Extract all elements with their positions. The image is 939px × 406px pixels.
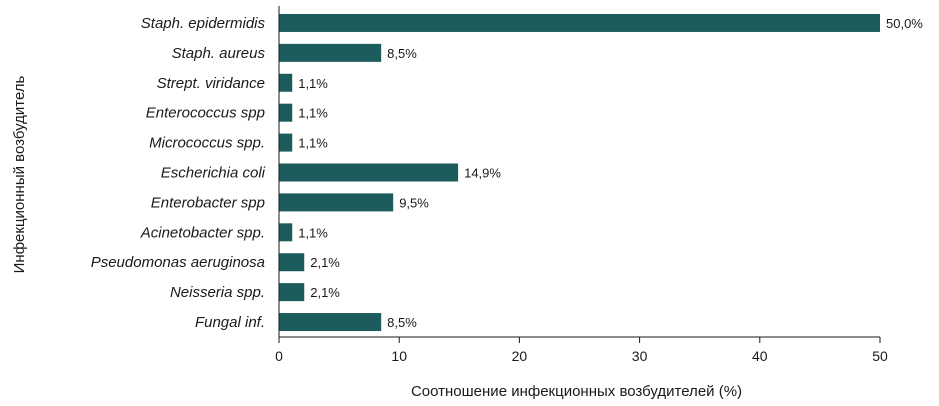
bar-8	[279, 253, 305, 272]
value-label-9: 2,1%	[310, 285, 340, 300]
bar-5	[279, 163, 459, 182]
x-ticks: 0 10 20 30 40 50	[275, 337, 888, 364]
category-label-2: Strept. viridance	[157, 75, 265, 92]
bars-layer	[279, 13, 880, 332]
y-axis-title: Инфекционный возбудитель	[11, 75, 28, 273]
category-label-3: Enterococcus spp	[146, 105, 265, 122]
bar-7	[279, 223, 293, 242]
value-label-6: 9,5%	[399, 195, 429, 210]
bar-10	[279, 313, 382, 332]
value-label-7: 1,1%	[298, 225, 328, 240]
category-labels: Staph. epidermidis Staph. aureus Strept. v…	[91, 15, 266, 331]
bar-3	[279, 103, 293, 122]
bar-1	[279, 43, 382, 62]
category-label-8: Pseudomonas aeruginosa	[91, 254, 265, 271]
bar-9	[279, 283, 305, 302]
category-label-4: Micrococcus spp.	[149, 135, 265, 152]
category-label-0: Staph. epidermidis	[141, 15, 266, 32]
bar-6	[279, 193, 394, 212]
value-label-4: 1,1%	[298, 136, 328, 151]
x-tick-label-0: 0	[275, 348, 283, 364]
x-tick-label-3: 30	[632, 348, 648, 364]
category-label-6: Enterobacter spp	[151, 194, 265, 211]
bar-0	[279, 13, 880, 32]
category-label-5: Escherichia coli	[161, 165, 266, 182]
category-label-1: Staph. aureus	[172, 45, 266, 62]
x-axis-title: Соотношение инфекционных возбудителей (%…	[411, 383, 742, 400]
category-label-7: Acinetobacter spp.	[140, 224, 265, 241]
x-tick-label-1: 10	[391, 348, 407, 364]
value-label-3: 1,1%	[298, 106, 328, 121]
bar-2	[279, 73, 293, 92]
value-labels: 50,0% 8,5% 1,1% 1,1% 1,1% 14,9% 9,5% 1,1% 2,1% 2,…	[298, 16, 923, 330]
value-label-2: 1,1%	[298, 76, 328, 91]
bar-4	[279, 133, 293, 152]
x-tick-label-4: 40	[752, 348, 768, 364]
category-label-10: Fungal inf.	[195, 314, 265, 331]
value-label-0: 50,0%	[886, 16, 923, 31]
value-label-1: 8,5%	[387, 46, 417, 61]
value-label-8: 2,1%	[310, 255, 340, 270]
value-label-5: 14,9%	[464, 166, 501, 181]
value-label-10: 8,5%	[387, 315, 417, 330]
x-tick-label-5: 50	[872, 348, 888, 364]
x-tick-label-2: 20	[512, 348, 528, 364]
x-axis	[278, 6, 880, 338]
category-label-9: Neisseria spp.	[170, 284, 265, 301]
